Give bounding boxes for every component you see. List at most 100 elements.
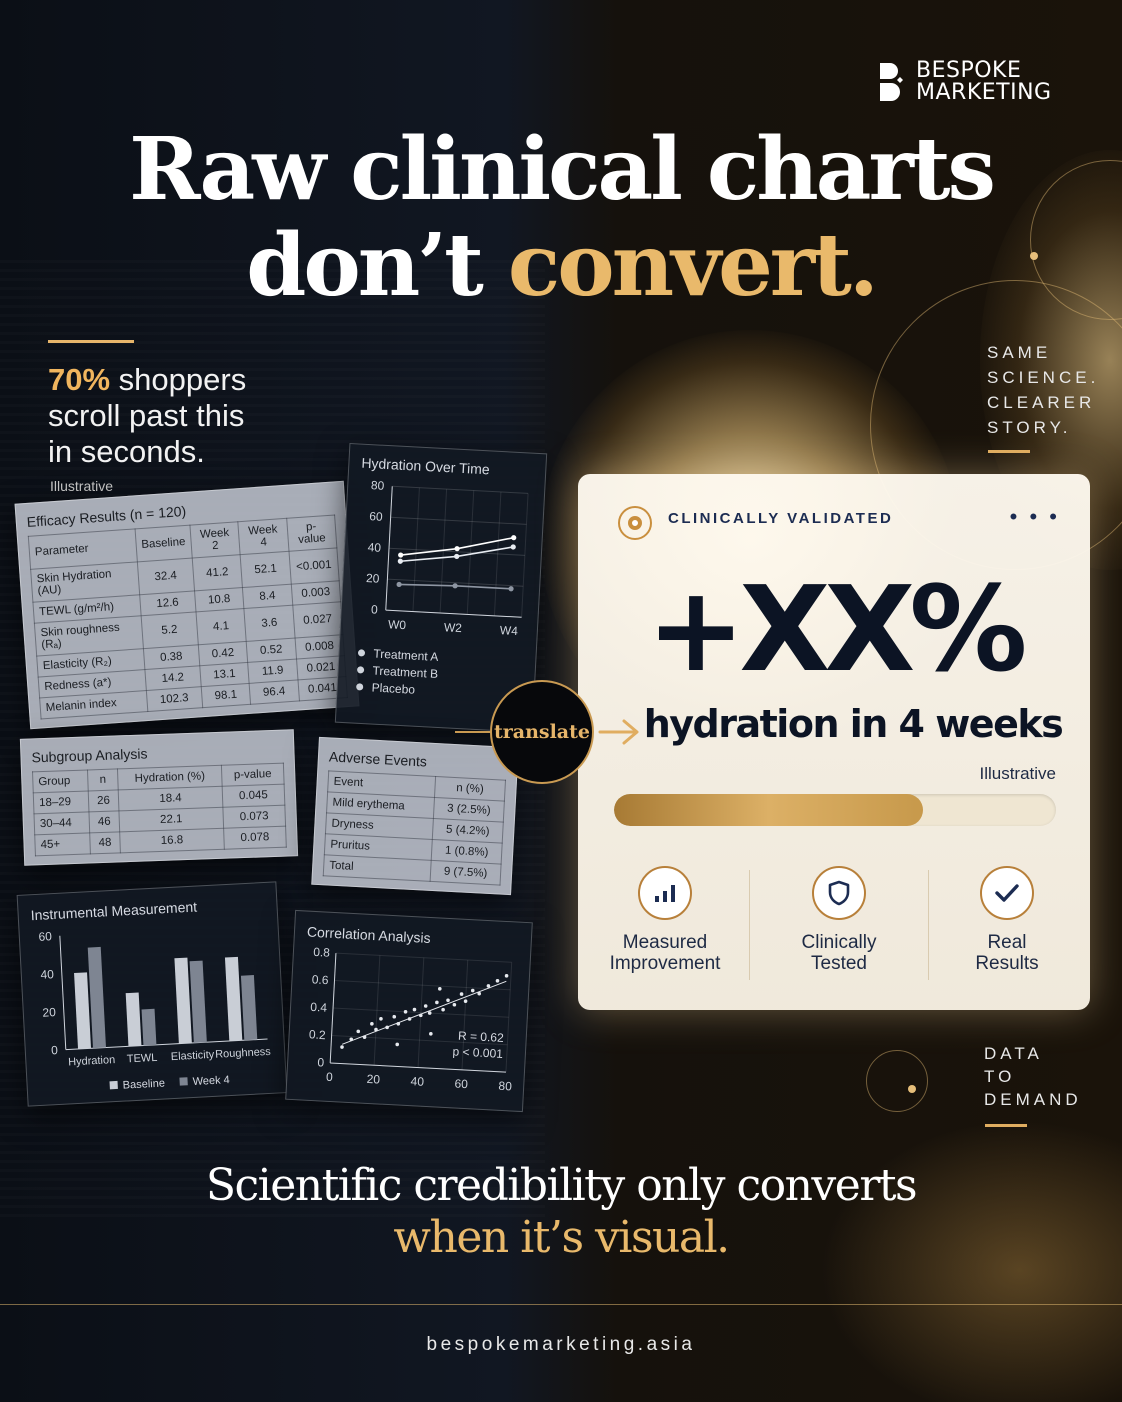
scatter-point [459,992,464,996]
y-tick-label: 0.6 [311,972,329,987]
data-point [398,552,404,558]
gridline [387,578,524,587]
y-tick-label: 60 [38,929,52,944]
instrumental-chart-card: Instrumental Measurement 60 40 20 0 Hydratio… [16,881,288,1107]
x-tick-label: 0 [326,1070,334,1084]
legend-marker [357,649,365,657]
scatter-point [370,1022,374,1026]
progress-bar [614,794,1056,826]
chart-annotation: p < 0.001 [452,1044,503,1061]
trend-line [341,980,507,1045]
table-cell: 0.045 [221,784,285,808]
table-header: p-value [221,763,285,787]
footer-url[interactable]: bespokemarketing.asia [426,1334,696,1355]
table-cell: 18–29 [33,790,89,814]
table-header: n [87,768,119,791]
translate-badge: translate [490,680,594,784]
more-menu-icon[interactable]: • • • [1009,504,1060,529]
subgroup-table: Group n Hydration (%) p-value 18–29 26 18.… [32,763,287,857]
gridline [461,959,469,1070]
logo-mark-icon [880,63,903,101]
gridline [388,547,525,556]
scatter-point [412,1007,417,1012]
table-cell: Total [323,854,432,882]
gridline [439,489,448,614]
y-tick-label: 80 [371,478,385,493]
feature-label: Real [987,932,1027,953]
scatter-point [477,991,482,996]
x-tick-label: Hydration [68,1054,116,1068]
x-tick-label: 40 [410,1074,424,1089]
y-axis [329,953,337,1063]
gridline [493,491,502,616]
legend-marker [356,683,364,691]
feature-label: Measured [622,932,708,953]
data-point [452,583,458,589]
y-tick-label: 20 [366,571,380,586]
efficacy-table-card: Efficacy Results (n = 120) Parameter Bas… [14,480,360,730]
adverse-title: Adverse Events [328,748,428,770]
y-tick-label: 40 [40,967,54,982]
closing-line2: when it’s visual. [393,1212,730,1263]
arrow-right-icon [598,719,639,745]
correlation-scatter-chart: 0.8 0.6 0.4 0.2 00 20 40 60 80 R = 0.62p < 0.001 [309,945,513,1094]
side-word: STORY. [987,418,1072,437]
scatter-point [446,998,450,1003]
y-tick-label: 0.8 [313,946,331,960]
y-tick-label: 0 [317,1055,325,1069]
table-cell: 102.3 [146,686,203,712]
seal-icon [618,506,652,540]
side-accent-rule [988,450,1030,453]
headline-line2-gold: convert. [507,215,879,316]
legend-label: Baseline [122,1077,165,1091]
instrumental-bar-chart: 60 40 20 0 Hydration TEWL Elasticity Roughness B… [38,929,271,1091]
x-tick-label: 60 [454,1076,468,1091]
chart-title: Hydration Over Time [361,454,491,478]
closing-statement: Scientific credibility only converts whe… [0,1160,1122,1264]
legend-marker [357,666,365,674]
correlation-chart-card: Correlation Analysis 0.8 0.6 0.4 0.2 0 0 20 40 6… [285,909,533,1113]
scatter-point [429,1031,433,1036]
big-stat-caption: hydration in 4 weeks [643,702,1064,746]
stat-accent-rule [48,340,134,343]
table-header: p-value [286,514,337,552]
y-tick-label: 0 [371,602,379,616]
gridline [334,980,511,991]
table-cell: 5.2 [140,611,199,649]
table-cell: <0.001 [288,547,340,585]
headline-line1: Raw clinical charts [129,119,996,220]
clinically-validated-label: CLINICALLY VALIDATED [668,510,894,527]
gridline [392,485,529,494]
data-point [396,581,402,588]
divider [928,870,929,980]
side-word: SCIENCE. [987,368,1100,387]
data-point [454,553,460,560]
divider [749,870,750,980]
data-point [510,544,516,550]
table-cell: 9 (7.5%) [430,860,502,886]
table-cell: 98.1 [201,683,251,708]
y-axis [385,486,393,611]
big-stat: +XX% [646,560,1027,698]
illustrative-note: Illustrative [979,764,1056,783]
bar [141,1008,157,1046]
decor-dot [908,1085,916,1093]
side-word: SAME [987,343,1052,362]
table-cell: 0.073 [222,805,286,829]
table-cell: 16.8 [119,828,225,853]
brand-name-line1: BESPOKE [916,58,1022,83]
table-cell: 26 [88,789,120,812]
table-cell: 48 [89,831,121,854]
stat-line3: in seconds. [48,434,205,469]
feature-label: Clinically [801,932,877,953]
connector-line [455,731,495,733]
data-point [454,546,460,552]
y-axis [59,935,67,1050]
x-axis [330,1062,506,1073]
scatter-point [452,1002,457,1007]
closing-line1: Scientific credibility only converts [205,1160,918,1211]
table-cell: 96.4 [249,679,300,705]
stat-callout: 70% shoppers scroll past this in seconds… [48,362,308,470]
bar [174,957,192,1044]
stat-text: shoppers [118,362,247,397]
